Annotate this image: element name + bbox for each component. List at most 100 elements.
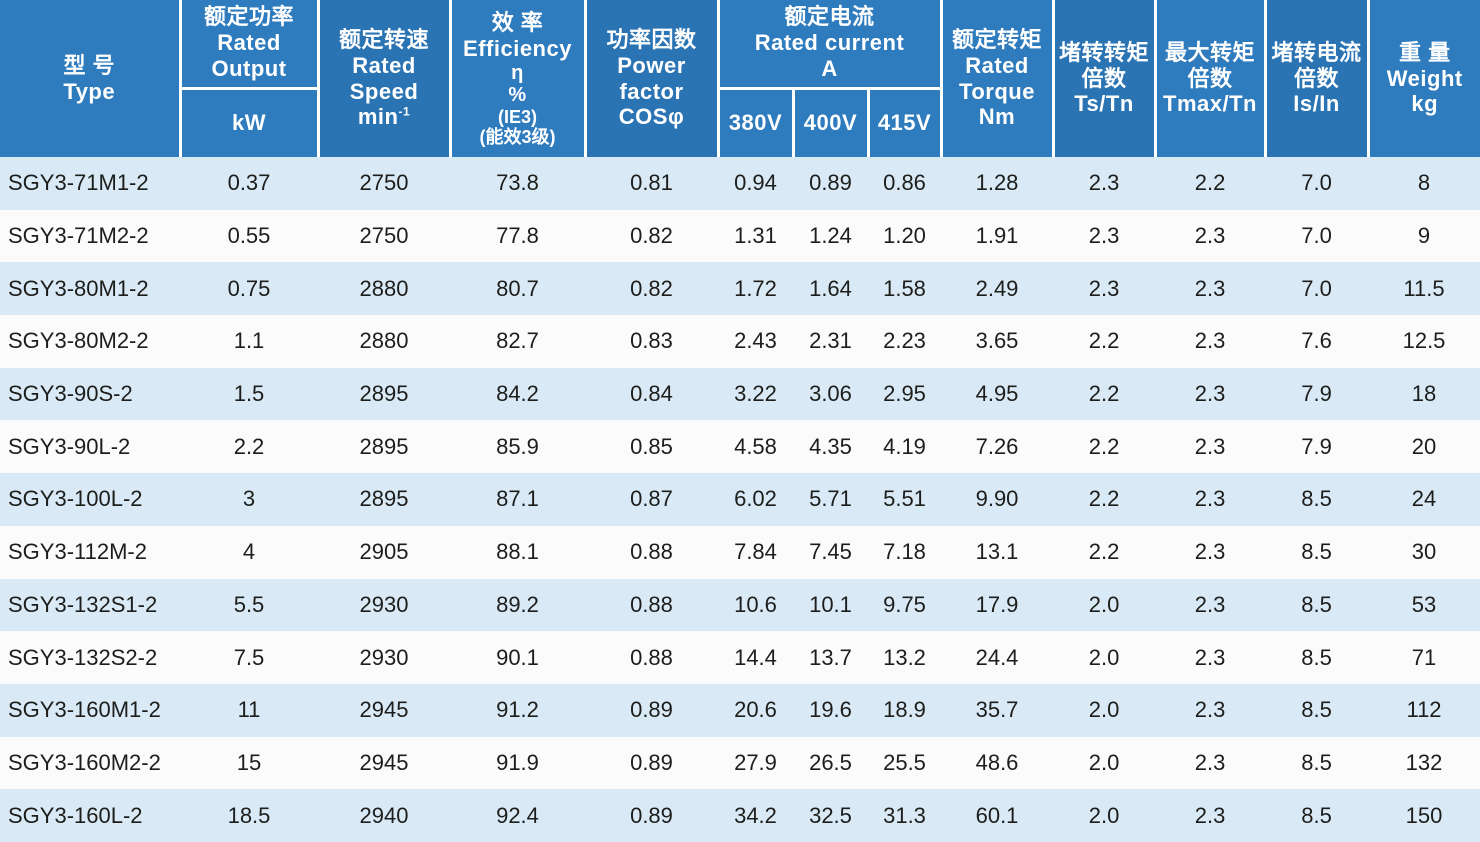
value-cell: 0.89 [585,789,718,842]
value-cell: 0.37 [180,157,318,210]
value-cell: 150 [1368,789,1480,842]
value-cell: 91.2 [450,683,585,737]
header-tmax-tn: 最大转矩 倍数 Tmax/Tn [1153,0,1266,157]
value-cell: 3.65 [941,315,1054,368]
value-cell: 0.88 [585,578,718,632]
header-speed-unit: min-1 [357,104,411,130]
value-cell: 12.5 [1368,315,1480,368]
value-cell: 82.7 [450,315,585,368]
header-weight-en: Weight [1386,65,1463,91]
value-cell: 24 [1368,473,1480,526]
type-cell: SGY3-112M-2 [0,525,180,579]
type-cell: SGY3-160L-2 [0,789,180,842]
value-cell: 20.6 [718,683,793,737]
value-cell: 1.24 [793,209,868,263]
value-cell: 90.1 [450,631,585,684]
value-cell: 6.02 [718,473,793,526]
value-cell: 24.4 [941,631,1054,684]
header-efficiency-pct: % [508,84,527,107]
value-cell: 2880 [318,262,450,316]
header-output-en1: Rated [217,30,281,56]
value-cell: 77.8 [450,209,585,263]
value-cell: 85.9 [450,420,585,474]
header-rated-output: 额定功率 Rated Output [178,0,318,90]
value-cell: 31.3 [868,789,942,842]
value-cell: 132 [1368,736,1480,790]
header-current-cn: 额定电流 [784,4,875,30]
value-cell: 2.49 [941,262,1054,316]
header-weight: 重 量 Weight kg [1366,0,1480,157]
value-cell: 0.86 [868,157,942,210]
header-torque-en2: Torque [959,78,1035,104]
value-cell: 2.0 [1053,578,1156,632]
value-cell: 1.31 [718,209,793,263]
value-cell: 8.5 [1265,525,1369,579]
header-tmax-sym: Tmax/Tn [1163,91,1257,117]
value-cell: 2.2 [1053,525,1156,579]
type-cell: SGY3-71M2-2 [0,209,180,263]
header-tmax-cn1: 最大转矩 [1165,39,1256,65]
value-cell: 2.2 [1053,315,1156,368]
header-rated-torque: 额定转矩 Rated Torque Nm [939,0,1054,157]
value-cell: 7.6 [1265,315,1369,368]
value-cell: 2.3 [1155,209,1266,263]
value-cell: 2.3 [1155,578,1266,632]
value-cell: 1.64 [793,262,868,316]
value-cell: 53 [1368,578,1480,632]
value-cell: 7.9 [1265,420,1369,474]
value-cell: 88.1 [450,525,585,579]
table-row: SGY3-112M-2 4 2905 88.1 0.88 7.84 7.45 7.18 13.1… [0,525,1480,579]
type-cell: SGY3-90S-2 [0,367,180,421]
table-row: SGY3-90S-2 1.5 2895 84.2 0.84 3.22 3.06 2.95 4.9… [0,367,1480,421]
value-cell: 2895 [318,473,450,526]
value-cell: 0.94 [718,157,793,210]
value-cell: 9.90 [941,473,1054,526]
table-row: SGY3-160L-2 18.5 2940 92.4 0.89 34.2 32.5 31.3 6… [0,789,1480,842]
value-cell: 4 [180,525,318,579]
value-cell: 60.1 [941,789,1054,842]
value-cell: 13.1 [941,525,1054,579]
value-cell: 0.83 [585,315,718,368]
value-cell: 2.3 [1155,683,1266,737]
value-cell: 2750 [318,157,450,210]
value-cell: 0.85 [585,420,718,474]
value-cell: 1.58 [868,262,942,316]
value-cell: 9 [1368,209,1480,263]
value-cell: 2.31 [793,315,868,368]
value-cell: 13.7 [793,631,868,684]
value-cell: 2.0 [1053,736,1156,790]
value-cell: 2.0 [1053,683,1156,737]
value-cell: 7.84 [718,525,793,579]
header-efficiency-cn: 效 率 [491,10,544,35]
type-cell: SGY3-132S1-2 [0,578,180,632]
value-cell: 0.81 [585,157,718,210]
value-cell: 2895 [318,367,450,421]
value-cell: 32.5 [793,789,868,842]
value-cell: 5.51 [868,473,942,526]
value-cell: 0.87 [585,473,718,526]
value-cell: 48.6 [941,736,1054,790]
table-row: SGY3-132S1-2 5.5 2930 89.2 0.88 10.6 10.1 9.75 1… [0,578,1480,632]
value-cell: 14.4 [718,631,793,684]
value-cell: 0.82 [585,209,718,263]
header-pf-en1: Power [617,52,686,78]
header-current-en: Rated current [754,30,905,56]
header-is-sym: Is/In [1293,91,1340,117]
value-cell: 2.3 [1155,315,1266,368]
value-cell: 5.71 [793,473,868,526]
header-volt-400: 400V [791,88,868,157]
value-cell: 35.7 [941,683,1054,737]
table-row: SGY3-90L-2 2.2 2895 85.9 0.85 4.58 4.35 4.19 7.2… [0,420,1480,474]
value-cell: 1.28 [941,157,1054,210]
value-cell: 7.0 [1265,209,1369,263]
type-cell: SGY3-90L-2 [0,420,180,474]
value-cell: 2930 [318,631,450,684]
value-cell: 2.3 [1053,157,1156,210]
value-cell: 2.3 [1155,736,1266,790]
value-cell: 0.55 [180,209,318,263]
header-weight-cn: 重 量 [1398,39,1451,65]
value-cell: 92.4 [450,789,585,842]
value-cell: 2.3 [1053,262,1156,316]
header-torque-cn: 额定转矩 [952,26,1043,52]
